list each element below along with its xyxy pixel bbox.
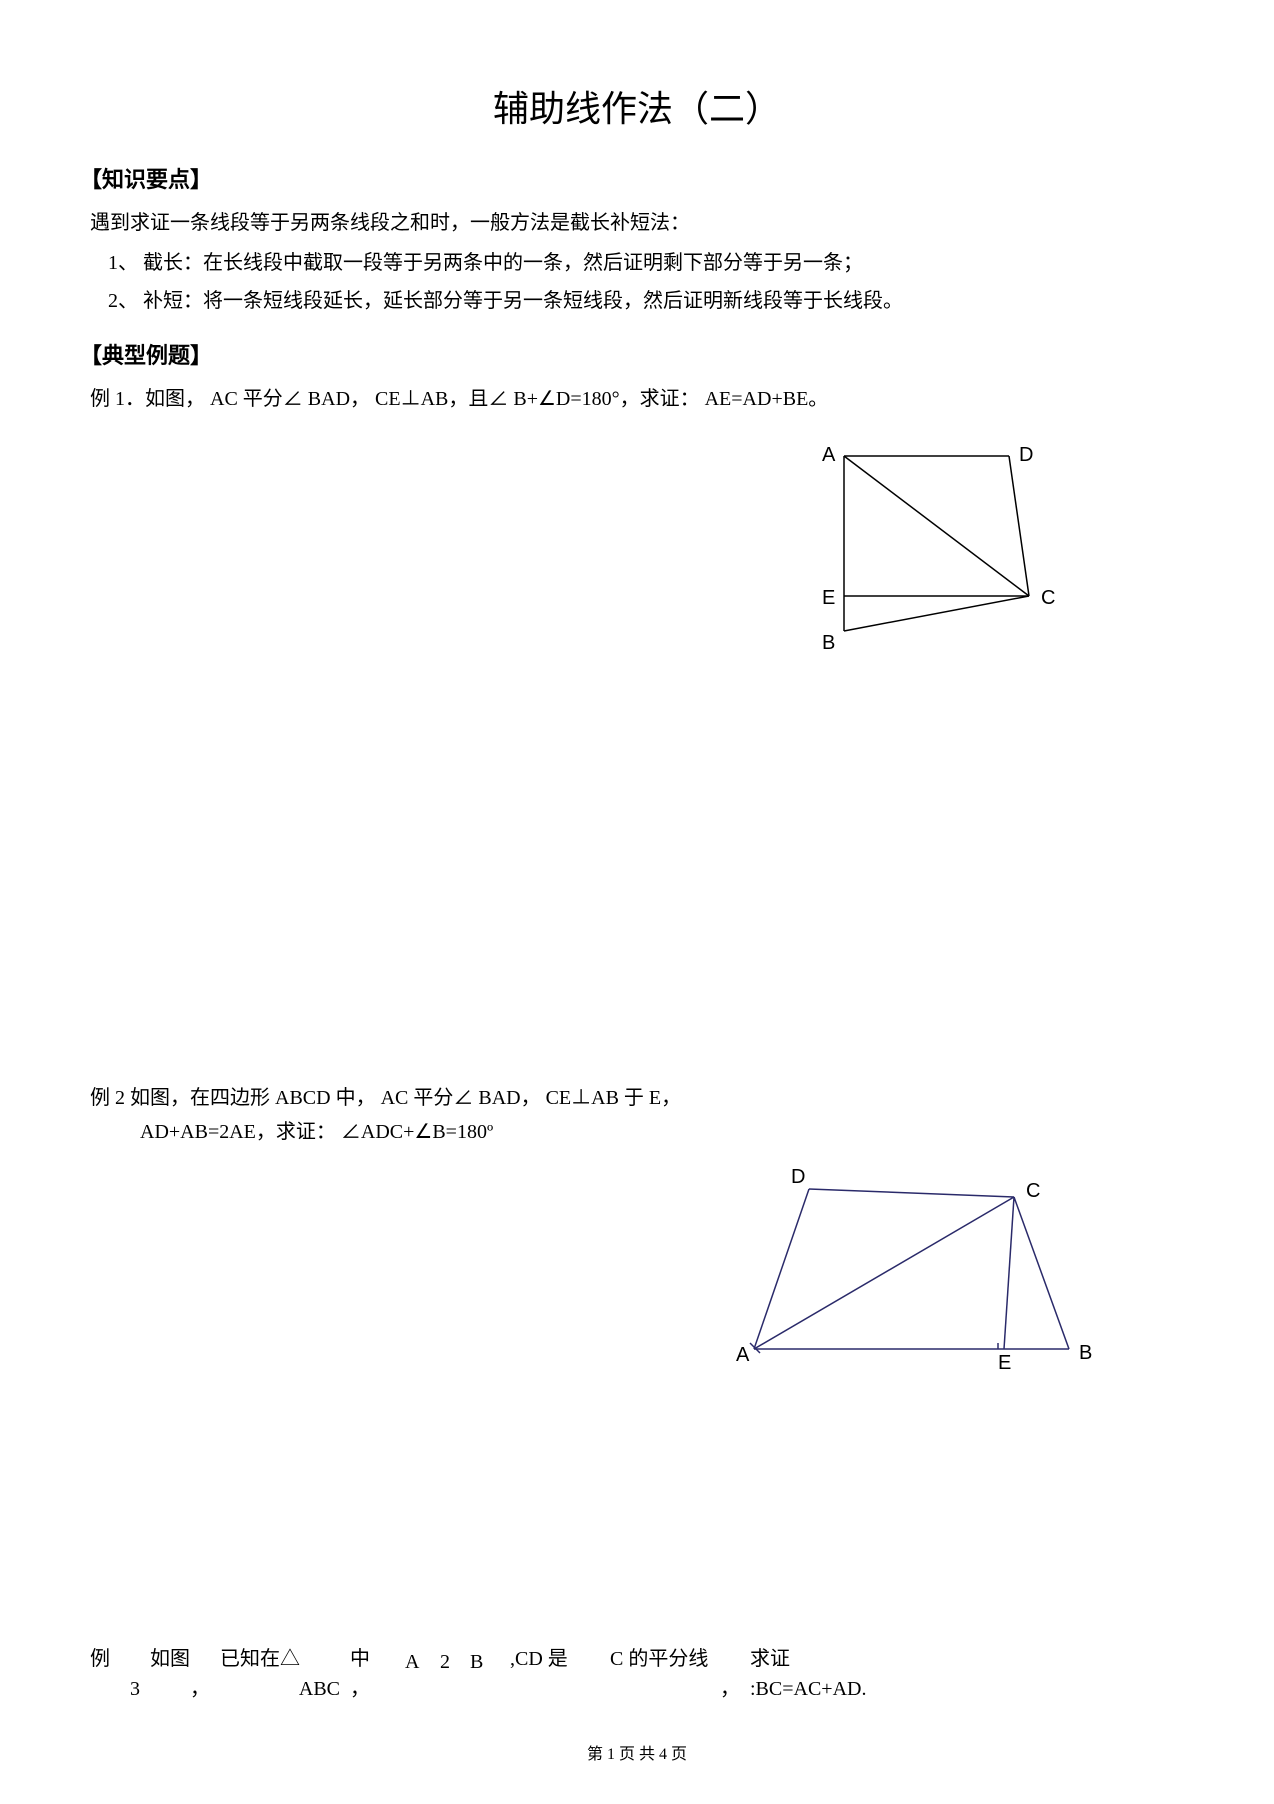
- ex3-c7: B: [470, 1644, 510, 1704]
- ex3-c4-top: 中: [350, 1644, 405, 1674]
- ex3-c8-bot: ,CD 是: [510, 1644, 610, 1674]
- svg-text:E: E: [998, 1352, 1011, 1374]
- example-3-text: 例 3 如图 ， 已知在△ ABC 中 ， A 2 B ,CD 是 C 的平分线…: [90, 1644, 1194, 1704]
- ex3-c6: 2: [440, 1644, 470, 1704]
- svg-text:A: A: [822, 444, 836, 466]
- knowledge-item-1: 1、 截长：在长线段中截取一段等于另两条中的一条，然后证明剩下部分等于另一条；: [108, 246, 1194, 280]
- ex3-c5: A: [405, 1644, 440, 1704]
- ex3-c2-top: 如图: [150, 1644, 220, 1674]
- ex3-c10-bot: :BC=AC+AD.: [750, 1674, 910, 1704]
- knowledge-item-2: 2、 补短：将一条短线段延长，延长部分等于另一条短线段，然后证明新线段等于长线段…: [108, 284, 1194, 318]
- ex3-c9-bot: ，: [610, 1674, 750, 1704]
- example-1-text: 例 1．如图， AC 平分∠ BAD， CE⊥AB，且∠ B+∠D=180°，求…: [90, 382, 1194, 416]
- svg-text:C: C: [1041, 587, 1055, 609]
- ex3-c3-top: 已知在△: [220, 1644, 350, 1674]
- ex3-c10-top: 求证: [750, 1644, 910, 1674]
- ex3-c1-top: 例: [90, 1644, 150, 1674]
- section-examples-header: 【典型例题】: [80, 338, 1194, 370]
- ex3-c3-bot: ABC: [220, 1674, 350, 1704]
- example-2-line2: AD+AB=2AE，求证： ∠ADC+∠B=180º: [140, 1115, 1194, 1149]
- ex3-c2-bot: ，: [150, 1674, 220, 1704]
- svg-text:B: B: [822, 632, 835, 654]
- example-1-diagram: A D E B C: [80, 436, 1194, 661]
- example-2-diagram: D C A E B: [80, 1169, 1194, 1384]
- knowledge-intro: 遇到求证一条线段等于另两条线段之和时，一般方法是截长补短法：: [90, 206, 1194, 240]
- ex3-c1-bot: 3: [90, 1674, 150, 1704]
- svg-text:D: D: [791, 1169, 805, 1188]
- ex3-c4-bot: ，: [350, 1674, 405, 1704]
- svg-text:D: D: [1019, 444, 1033, 466]
- ex3-c9-top: C 的平分线: [610, 1644, 750, 1674]
- section-knowledge-header: 【知识要点】: [80, 162, 1194, 194]
- svg-text:B: B: [1079, 1342, 1092, 1364]
- svg-text:A: A: [736, 1344, 750, 1366]
- example-2-line1: 例 2 如图，在四边形 ABCD 中， AC 平分∠ BAD， CE⊥AB 于 …: [90, 1081, 1194, 1115]
- svg-text:C: C: [1026, 1180, 1040, 1202]
- svg-text:E: E: [822, 587, 835, 609]
- page-title: 辅助线作法（二）: [80, 80, 1194, 132]
- page-footer: 第 1 页 共 4 页: [0, 1740, 1274, 1764]
